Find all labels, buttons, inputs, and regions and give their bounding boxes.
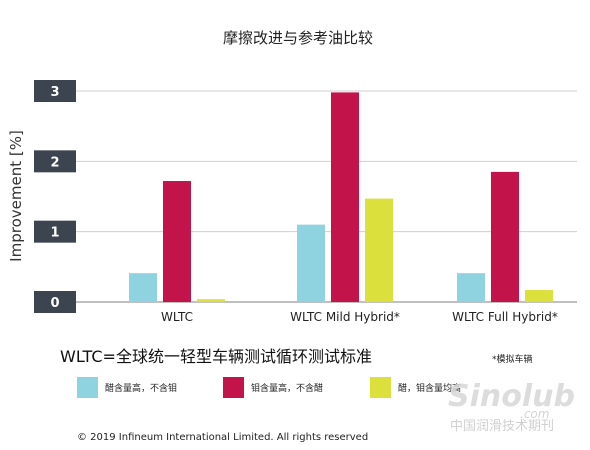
y-axis-ticks: 0 1 2 3 <box>34 80 76 313</box>
svg-text:.com: .com <box>520 407 549 421</box>
y-tick-box <box>34 150 76 173</box>
chart-title: 摩擦改进与参考油比较 <box>223 29 373 47</box>
y-axis-label: Improvement [%] <box>7 130 25 262</box>
simulated-vehicle-note: *模拟车辆 <box>492 353 533 365</box>
legend-swatch <box>77 377 98 398</box>
y-tick-label: 2 <box>50 155 59 170</box>
bar <box>457 273 485 302</box>
x-tick-label: WLTC Full Hybrid* <box>452 310 558 324</box>
svg-text:Sinolub: Sinolub <box>448 379 575 414</box>
legend-swatch <box>223 377 244 398</box>
wltc-definition-note: WLTC=全球统一轻型车辆测试循环测试标准 <box>60 347 372 366</box>
bar <box>163 181 191 302</box>
svg-text:中国润滑技术期刊: 中国润滑技术期刊 <box>450 419 554 434</box>
legend-label: 醋含量高，不含钼 <box>105 382 177 394</box>
bar <box>297 224 325 302</box>
bar <box>331 92 359 302</box>
y-tick-box <box>34 80 76 102</box>
bar <box>197 299 225 302</box>
y-tick-box <box>34 220 76 243</box>
y-tick-label: 1 <box>50 226 59 241</box>
legend-label: 醋，钼含量均高 <box>398 382 461 394</box>
bar <box>129 273 157 302</box>
legend-label: 钼含量高，不含醋 <box>251 382 323 394</box>
bar <box>491 171 519 302</box>
bar <box>365 198 393 302</box>
legend-swatch <box>370 377 391 398</box>
x-axis-labels: WLTC WLTC Mild Hybrid* WLTC Full Hybrid* <box>161 310 558 324</box>
y-tick-label: 3 <box>50 85 59 100</box>
x-tick-label: WLTC <box>161 310 193 324</box>
bars <box>129 92 553 302</box>
x-tick-label: WLTC Mild Hybrid* <box>290 310 400 324</box>
bar <box>525 290 553 302</box>
legend: 醋含量高，不含钼 钼含量高，不含醋 醋，钼含量均高 <box>77 377 461 398</box>
copyright: © 2019 Infineum International Limited. A… <box>77 432 368 443</box>
y-tick-label: 0 <box>50 296 59 311</box>
y-tick-box <box>34 291 76 313</box>
watermark-logo: Sinolub .com 中国润滑技术期刊 <box>448 379 575 434</box>
